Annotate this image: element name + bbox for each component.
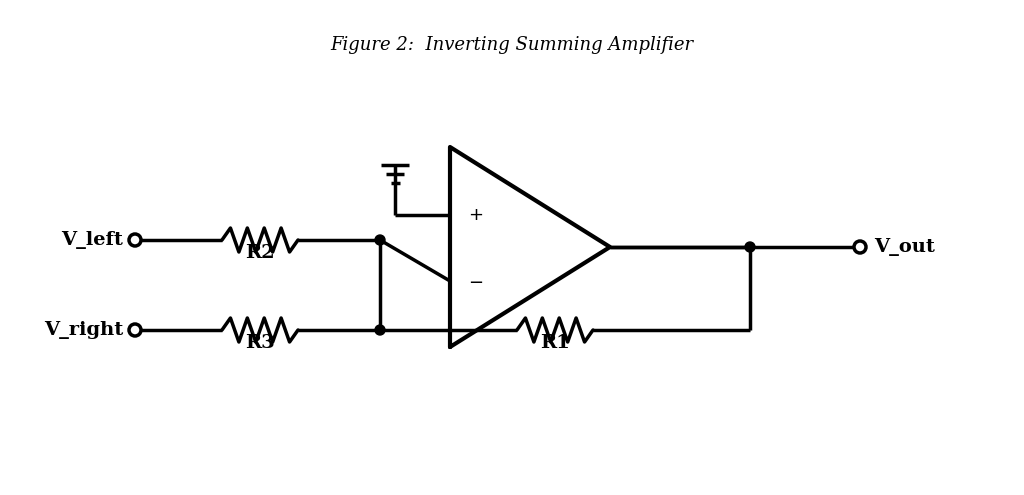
Circle shape <box>854 241 866 253</box>
Circle shape <box>129 324 141 336</box>
Circle shape <box>745 242 755 252</box>
Text: R2: R2 <box>245 244 274 262</box>
Text: R1: R1 <box>540 334 570 352</box>
Circle shape <box>129 234 141 246</box>
Circle shape <box>375 235 385 245</box>
Text: $-$: $-$ <box>468 272 483 290</box>
Circle shape <box>375 325 385 335</box>
Text: Figure 2:  Inverting Summing Amplifier: Figure 2: Inverting Summing Amplifier <box>331 36 693 54</box>
Text: V_left: V_left <box>61 231 123 249</box>
Text: R3: R3 <box>245 334 274 352</box>
Text: V_out: V_out <box>874 238 935 256</box>
Text: $+$: $+$ <box>468 206 483 224</box>
Text: V_right: V_right <box>44 321 123 339</box>
